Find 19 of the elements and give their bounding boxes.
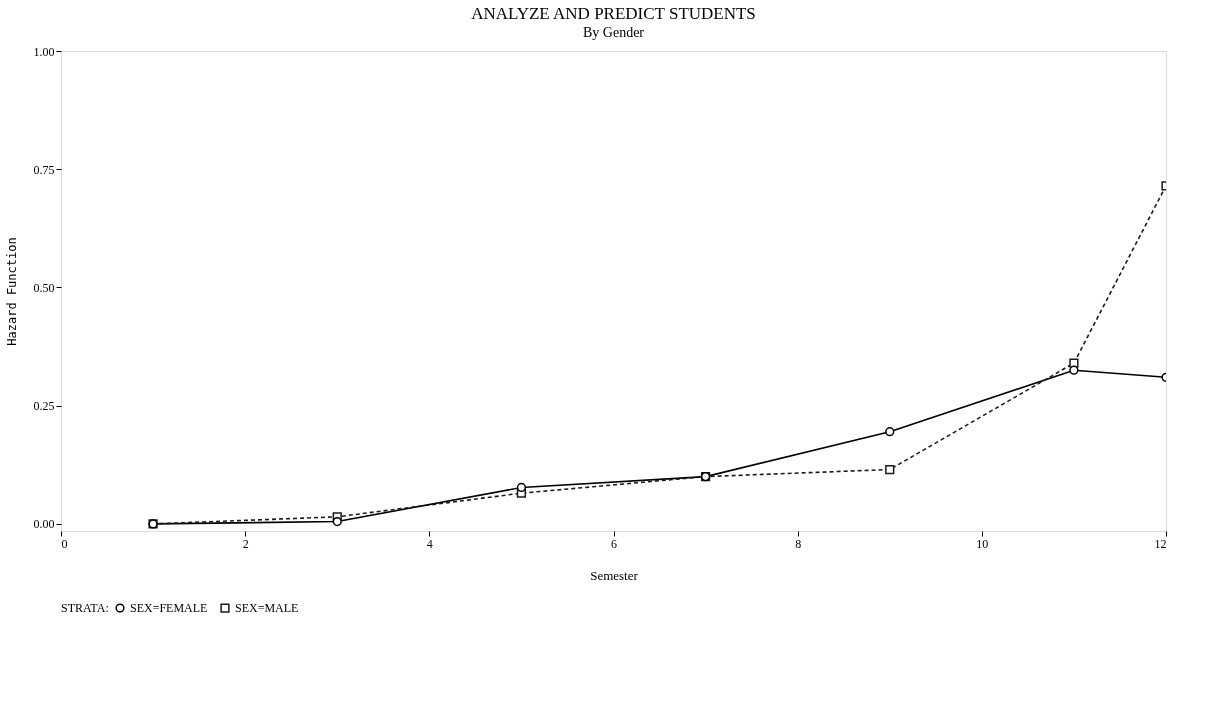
- y-axis-title: Hazard Function: [4, 237, 19, 346]
- x-tick-label: 4: [426, 536, 433, 551]
- x-tick-label: 10: [976, 536, 989, 551]
- legend-label: SEX=FEMALE: [130, 601, 208, 616]
- y-tick-label: 0.25: [33, 399, 55, 414]
- x-tick-label: 0: [61, 536, 68, 551]
- x-tick-label: 6: [611, 536, 617, 551]
- y-tick-label: 0.75: [33, 162, 55, 177]
- legend-label: SEX=MALE: [235, 601, 299, 616]
- x-tick-label: 8: [795, 536, 802, 551]
- x-tick-label: 12: [1154, 536, 1167, 551]
- chart-subtitle: By Gender: [582, 25, 645, 40]
- y-tick-label: 0.50: [33, 280, 55, 295]
- x-axis-title: Semester: [590, 567, 639, 583]
- legend-title: STRATA:: [61, 601, 109, 615]
- x-tick-label: 2: [242, 536, 249, 551]
- y-tick-label: 1.00: [33, 44, 55, 59]
- chart-title: ANALYZE AND PREDICT STUDENTS: [471, 4, 756, 23]
- y-tick-label: 0.00: [33, 517, 55, 532]
